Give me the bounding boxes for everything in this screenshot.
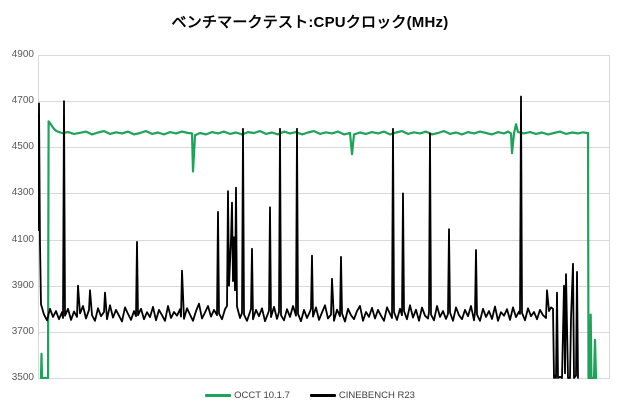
legend: OCCT 10.1.7 CINEBENCH R23 [0, 387, 620, 403]
y-tick-label-4700: 4700 [11, 95, 34, 107]
y-tick-label-4300: 4300 [11, 187, 34, 199]
legend-item-occt: OCCT 10.1.7 [205, 390, 290, 401]
chart-title: ベンチマークテスト:CPUクロック(MHz) [171, 14, 449, 31]
y-tick-label-3900: 3900 [11, 279, 34, 291]
y-tick-label-4900: 4900 [11, 49, 34, 60]
series-line-cinebench-r23 [38, 95, 579, 379]
series-line-occt-10-1-7 [39, 120, 598, 379]
legend-swatch-cinebench [309, 393, 336, 397]
y-tick-label-3500: 3500 [11, 372, 34, 383]
legend-swatch-occt [205, 393, 232, 397]
y-tick-label-4500: 4500 [11, 141, 34, 153]
plot-area [38, 55, 610, 379]
legend-label-cinebench: CINEBENCH R23 [338, 389, 415, 401]
y-tick-label-3700: 3700 [11, 325, 34, 337]
legend-label-occt: OCCT 10.1.7 [234, 389, 290, 401]
legend-item-cinebench: CINEBENCH R23 [309, 389, 415, 401]
y-tick-label-4100: 4100 [11, 233, 34, 245]
